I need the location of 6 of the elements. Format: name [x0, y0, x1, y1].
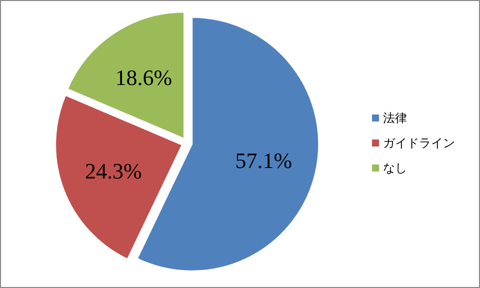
legend-label: ガイドライン: [383, 136, 455, 150]
legend-label: 法律: [383, 111, 407, 125]
data-label: 18.6%: [115, 64, 172, 90]
legend-label: なし: [383, 161, 407, 175]
data-label: 57.1%: [235, 148, 292, 173]
data-label: 24.3%: [85, 158, 142, 184]
